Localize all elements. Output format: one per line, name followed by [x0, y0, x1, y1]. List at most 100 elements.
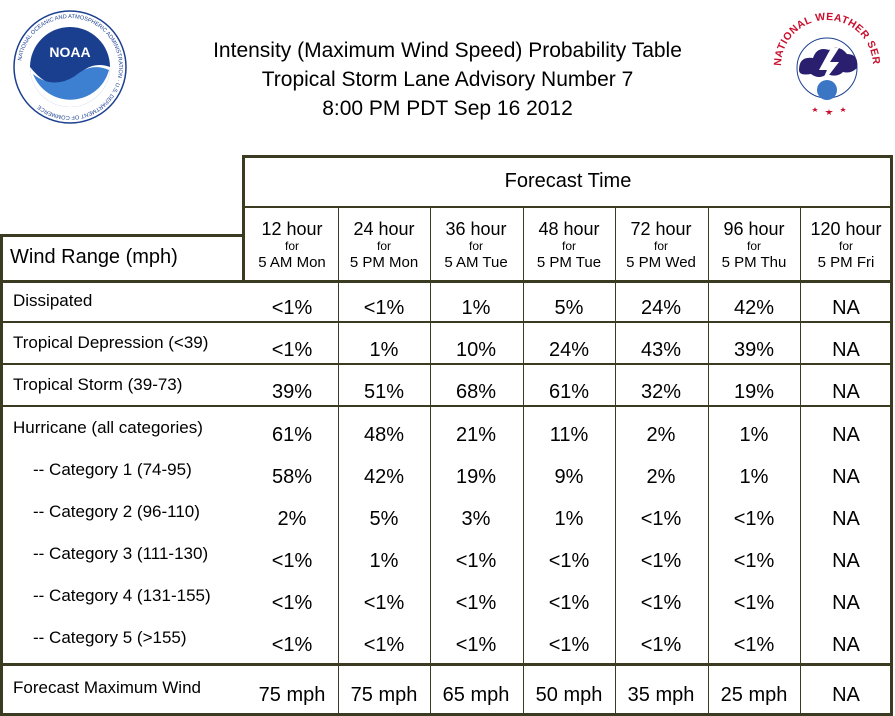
table-cell: <1%	[733, 550, 775, 572]
column-header-for: for	[838, 239, 853, 253]
title-line-1: Intensity (Maximum Wind Speed) Probabili…	[213, 39, 682, 62]
table-cell: 1%	[554, 508, 584, 530]
column-header: 48 hour for 5 PM Tue	[523, 218, 615, 273]
column-header: 36 hour for 5 AM Tue	[430, 218, 522, 273]
table-cell: 1%	[369, 550, 399, 572]
row-label: -- Category 3 (111-130)	[33, 544, 209, 563]
column-header: 96 hour for 5 PM Thu	[708, 218, 800, 273]
row-label: -- Category 1 (74-95)	[33, 460, 192, 479]
table-cell: NA	[832, 634, 860, 656]
table-cell: 25 mph	[720, 684, 788, 706]
table-cell: <1%	[271, 550, 313, 572]
table-cell: <1%	[640, 634, 682, 656]
table-cell: 24%	[548, 339, 590, 361]
title-line-3: 8:00 PM PDT Sep 16 2012	[322, 97, 573, 120]
table-cell: 65 mph	[442, 684, 510, 706]
row-label: Dissipated	[13, 291, 93, 310]
table-cell: 61%	[271, 424, 313, 446]
table-cell: <1%	[455, 550, 497, 572]
column-header-hour: 12 hour	[261, 219, 323, 239]
column-header-for: for	[561, 239, 576, 253]
column-divider	[430, 206, 431, 714]
table-cell: 2%	[277, 508, 307, 530]
column-header-for: for	[468, 239, 483, 253]
table-cell: 1%	[739, 424, 769, 446]
table-cell: NA	[832, 297, 860, 319]
column-header-hour: 96 hour	[723, 219, 785, 239]
table-cell: <1%	[548, 592, 590, 614]
wind-range-header-box	[0, 234, 245, 283]
table-cell: NA	[832, 508, 860, 530]
table-cell: <1%	[271, 592, 313, 614]
column-header-time: 5 PM Mon	[349, 254, 419, 271]
column-header-hour: 36 hour	[445, 219, 507, 239]
row-divider	[2, 321, 891, 323]
table-cell: 9%	[554, 466, 584, 488]
table-cell: 35 mph	[627, 684, 695, 706]
table-cell: 75 mph	[258, 684, 326, 706]
column-header-time: 5 PM Wed	[626, 254, 696, 271]
row-label: Tropical Storm (39-73)	[13, 375, 183, 394]
row-label: Hurricane (all categories)	[13, 418, 203, 437]
column-header-for: for	[284, 239, 299, 253]
row-divider	[2, 405, 891, 407]
header-divider	[244, 206, 891, 208]
table-cell: NA	[832, 381, 860, 403]
column-header-time: 5 PM Thu	[721, 254, 787, 271]
row-label: -- Category 5 (>155)	[33, 628, 187, 647]
table-cell: 61%	[548, 381, 590, 403]
column-header-hour: 72 hour	[630, 219, 692, 239]
table-cell: 68%	[455, 381, 497, 403]
table-cell: NA	[832, 424, 860, 446]
table-cell: <1%	[455, 592, 497, 614]
row-label: Tropical Depression (<39)	[13, 333, 209, 352]
table-cell: 19%	[455, 466, 497, 488]
column-header-time: 5 PM Fri	[817, 254, 875, 271]
column-header-for: for	[653, 239, 668, 253]
column-divider	[800, 206, 801, 714]
table-cell: <1%	[455, 634, 497, 656]
table-cell: 32%	[640, 381, 682, 403]
table-cell: 75 mph	[350, 684, 418, 706]
page-title: Intensity (Maximum Wind Speed) Probabili…	[160, 36, 735, 123]
table-cell: NA	[832, 466, 860, 488]
table-cell: <1%	[363, 634, 405, 656]
column-header-hour: 120 hour	[810, 219, 882, 239]
table-cell: 1%	[461, 297, 491, 319]
table-cell: 42%	[733, 297, 775, 319]
table-cell: <1%	[640, 592, 682, 614]
table-cell: <1%	[363, 297, 405, 319]
table-cell: <1%	[548, 634, 590, 656]
table-cell: NA	[832, 550, 860, 572]
table-cell: 48%	[363, 424, 405, 446]
row-label: -- Category 2 (96-110)	[33, 502, 200, 521]
table-cell: 21%	[455, 424, 497, 446]
column-header: 120 hour for 5 PM Fri	[800, 218, 892, 273]
table-cell: <1%	[733, 592, 775, 614]
table-cell: <1%	[640, 508, 682, 530]
column-header-hour: 48 hour	[538, 219, 600, 239]
wind-range-label: Wind Range (mph)	[10, 246, 178, 268]
table-cell: 43%	[640, 339, 682, 361]
table-cell: <1%	[271, 297, 313, 319]
column-header-time: 5 AM Tue	[444, 254, 508, 271]
table-cell: 2%	[646, 424, 676, 446]
nws-logo: NATIONAL WEATHER SERVICE	[769, 8, 882, 121]
column-header-for: for	[746, 239, 761, 253]
table-cell: 1%	[369, 339, 399, 361]
table-cell: 42%	[363, 466, 405, 488]
column-header-time: 5 AM Mon	[258, 254, 326, 271]
table-cell: 5%	[554, 297, 584, 319]
column-header: 72 hour for 5 PM Wed	[615, 218, 707, 273]
column-header: 12 hour for 5 AM Mon	[246, 218, 338, 273]
table-cell: NA	[832, 592, 860, 614]
column-header-for: for	[376, 239, 391, 253]
table-cell: NA	[832, 684, 860, 706]
max-wind-row-box	[0, 663, 893, 716]
forecast-time-label: Forecast Time	[504, 170, 632, 192]
noaa-logo: NOAA NATIONAL OCEANIC AND ATMOSPHERIC AD…	[13, 10, 127, 124]
table-cell: 1%	[739, 466, 769, 488]
table-cell: 3%	[461, 508, 491, 530]
column-divider	[708, 206, 709, 714]
svg-text:NOAA: NOAA	[49, 44, 90, 60]
